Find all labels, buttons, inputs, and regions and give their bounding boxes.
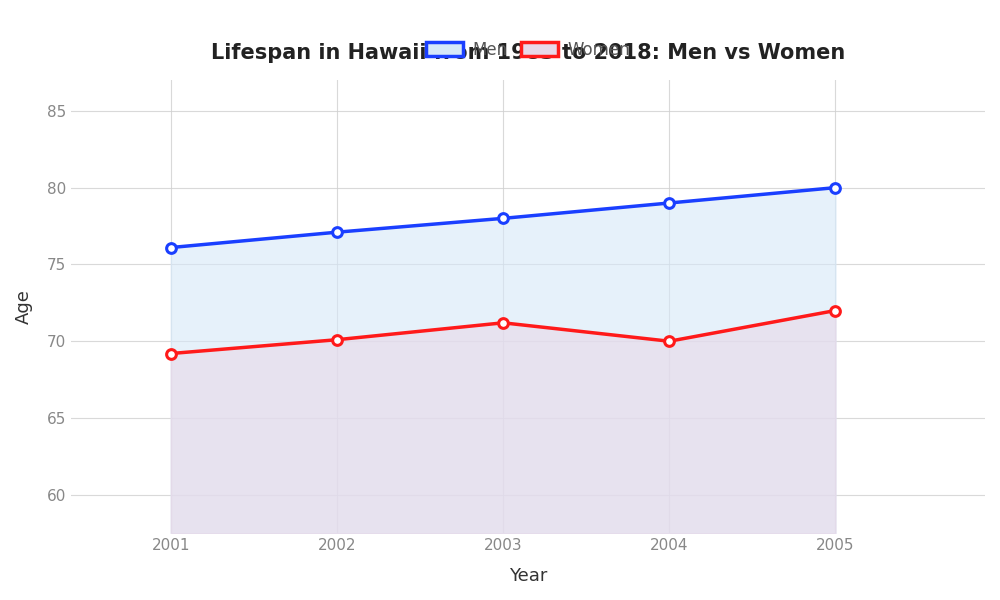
X-axis label: Year: Year — [509, 567, 547, 585]
Title: Lifespan in Hawaii from 1983 to 2018: Men vs Women: Lifespan in Hawaii from 1983 to 2018: Me… — [211, 43, 845, 63]
Legend: Men, Women: Men, Women — [419, 34, 637, 65]
Y-axis label: Age: Age — [15, 289, 33, 324]
